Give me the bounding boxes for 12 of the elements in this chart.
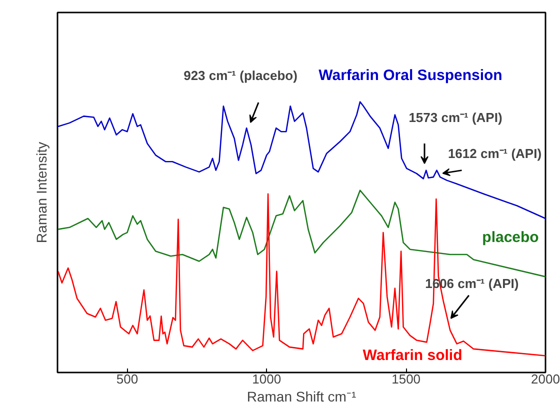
text: Warfarin Oral Suspension	[318, 67, 502, 84]
x-tick-label: 1000	[252, 372, 282, 386]
x-tick-label: 500	[116, 372, 138, 386]
x-tick-label: 1500	[392, 372, 421, 386]
annotation: 1573 cm⁻¹ (API)	[408, 110, 502, 125]
y-axis-title: Raman Intensity	[34, 142, 50, 244]
text: 923 cm⁻¹ (placebo)	[184, 68, 298, 83]
annotation: 1612 cm⁻¹ (API)	[448, 146, 542, 161]
series-label: Warfarin solid	[362, 347, 462, 364]
series-label: placebo	[482, 229, 539, 246]
x-tick-label: 2000	[531, 372, 560, 386]
x-axis-title: Raman Shift cm⁻¹	[246, 388, 356, 404]
